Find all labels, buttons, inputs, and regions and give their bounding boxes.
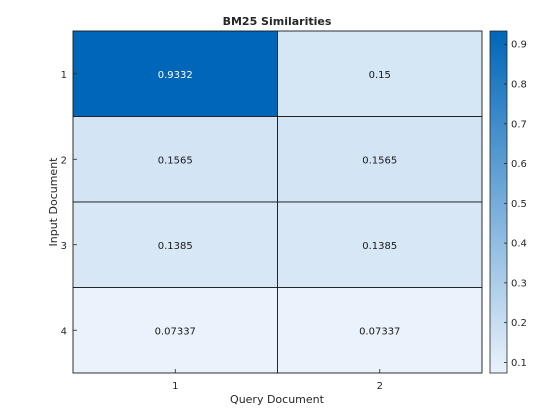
heatmap-cells: 0.9332 0.15 0.1565 0.1565 0.1385 0.1385 0.0733… [72, 30, 483, 374]
y-tick-labels: 1 2 3 4 [61, 70, 77, 337]
colorbar-ticks: 0.1 0.2 0.3 0.4 0.5 0.6 0.7 0.8 0.9 [504, 40, 527, 369]
heatmap-cell [277, 30, 483, 117]
colorbar-tick-label: 0.5 [511, 199, 527, 210]
cell-value-label: 0.07337 [359, 326, 400, 337]
x-tick-label: 2 [377, 381, 383, 392]
colorbar-tick-label: 0.7 [511, 119, 527, 130]
heatmap-cell [72, 30, 278, 117]
heatmap-cell [277, 201, 483, 288]
colorbar-tick-label: 0.8 [511, 79, 527, 90]
x-tick-label: 1 [172, 381, 178, 392]
cell-value-label: 0.1565 [158, 155, 193, 166]
colorbar-tick-label: 0.6 [511, 159, 527, 170]
cell-value-label: 0.07337 [155, 326, 196, 337]
cell-value-label: 0.1385 [158, 241, 193, 252]
cell-value-label: 0.15 [369, 70, 391, 81]
y-axis-label: Input Document [47, 157, 60, 247]
y-tick-label: 4 [61, 326, 67, 337]
colorbar-tick-label: 0.2 [511, 318, 527, 329]
y-tick-label: 2 [61, 155, 67, 166]
colorbar-tick-label: 0.3 [511, 278, 527, 289]
y-tick-label: 3 [61, 241, 67, 252]
colorbar [489, 30, 508, 374]
heatmap-cell [72, 116, 278, 203]
cell-value-label: 0.1565 [362, 155, 397, 166]
colorbar-tick-label: 0.1 [511, 358, 527, 369]
y-tick-label: 1 [61, 70, 67, 81]
cell-value-label: 0.1385 [362, 241, 397, 252]
colorbar-tick-label: 0.9 [511, 40, 527, 51]
heatmap-cell [277, 287, 483, 374]
chart-title: BM25 Similarities [223, 15, 332, 28]
heatmap-cell [277, 116, 483, 203]
colorbar-tick-label: 0.4 [511, 239, 527, 250]
heatmap-cell [72, 201, 278, 288]
x-axis-label: Query Document [230, 393, 325, 406]
cell-value-label: 0.9332 [158, 70, 193, 81]
